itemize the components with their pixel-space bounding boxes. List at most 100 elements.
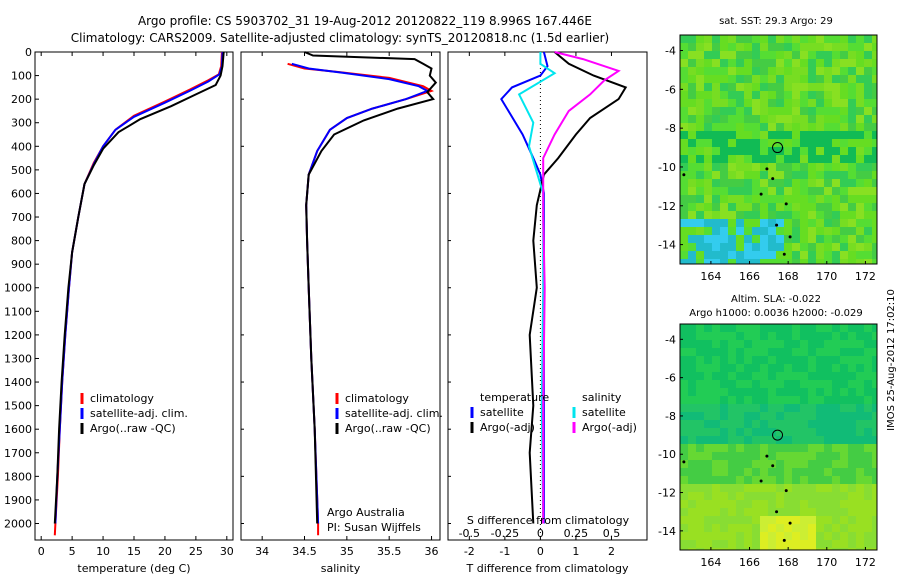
- map-cell: [808, 131, 816, 139]
- map-cell: [784, 380, 792, 388]
- map-cell: [704, 484, 712, 492]
- map-cell: [736, 251, 744, 259]
- map-cell: [840, 340, 848, 348]
- map-cell: [816, 259, 824, 264]
- map-cell: [856, 59, 864, 67]
- map-cell: [816, 500, 824, 508]
- map-cell: [800, 356, 808, 364]
- xtick-label-2-2: 0: [537, 545, 544, 558]
- map-cell: [872, 35, 877, 43]
- legend-label-0-0: climatology: [90, 392, 154, 405]
- map-cell: [800, 364, 808, 372]
- map-cell: [688, 219, 696, 227]
- map-cell: [752, 428, 760, 436]
- map-cell: [720, 364, 728, 372]
- map-cell: [696, 492, 704, 500]
- map-cell: [760, 219, 768, 227]
- map-cell: [704, 524, 712, 532]
- map-cell: [848, 171, 856, 179]
- map-cell: [840, 259, 848, 264]
- map-cell: [832, 155, 840, 163]
- map-cell: [768, 388, 776, 396]
- map-cell: [752, 131, 760, 139]
- map-cell: [856, 83, 864, 91]
- map-cell: [744, 51, 752, 59]
- map-cell: [752, 436, 760, 444]
- map-cell: [752, 404, 760, 412]
- map-cell: [760, 332, 768, 340]
- map-cell: [808, 516, 816, 524]
- map-cell: [736, 227, 744, 235]
- map-cell: [808, 460, 816, 468]
- xtick-label-0-0: 0: [38, 545, 45, 558]
- map-cell: [840, 484, 848, 492]
- island-dot: [782, 538, 786, 542]
- map-cell: [800, 59, 808, 67]
- map-cell: [776, 99, 784, 107]
- map-cell: [680, 548, 688, 550]
- map-cell: [712, 460, 720, 468]
- header-line-1: Argo profile: CS 5903702_31 19-Aug-2012 …: [138, 14, 592, 28]
- map-cell: [872, 468, 877, 476]
- map-cell: [800, 484, 808, 492]
- map-cell: [808, 211, 816, 219]
- map-cell: [816, 91, 824, 99]
- map-cell: [856, 107, 864, 115]
- map-cell: [864, 516, 872, 524]
- ytick-label-15: 1500: [4, 400, 32, 413]
- map-cell: [768, 324, 776, 332]
- map-cell: [776, 500, 784, 508]
- map-cell: [768, 428, 776, 436]
- map-cell: [760, 123, 768, 131]
- map-cell: [848, 380, 856, 388]
- map-cell: [736, 460, 744, 468]
- map-cell: [744, 404, 752, 412]
- map-cell: [832, 235, 840, 243]
- map-cell: [760, 171, 768, 179]
- map-cell: [704, 155, 712, 163]
- map-cell: [744, 356, 752, 364]
- map-cell: [760, 452, 768, 460]
- map-cell: [744, 235, 752, 243]
- map-cell: [864, 155, 872, 163]
- map-cell: [728, 420, 736, 428]
- map-cell: [872, 508, 877, 516]
- map-cell: [784, 532, 792, 540]
- map-cell: [728, 348, 736, 356]
- map-cell: [848, 155, 856, 163]
- map-cell: [832, 484, 840, 492]
- map-cell: [736, 187, 744, 195]
- map-cell: [848, 436, 856, 444]
- map-cell: [864, 91, 872, 99]
- map-cell: [792, 340, 800, 348]
- map-cell: [872, 348, 877, 356]
- map-cell: [736, 123, 744, 131]
- map-cell: [816, 131, 824, 139]
- map-cell: [712, 532, 720, 540]
- map-cell: [872, 179, 877, 187]
- map-xtick-label-1-2: 168: [778, 556, 799, 569]
- map-cell: [800, 332, 808, 340]
- map-cell: [872, 396, 877, 404]
- map-cell: [704, 476, 712, 484]
- map-cell: [688, 187, 696, 195]
- map-cell: [720, 91, 728, 99]
- map-cell: [752, 99, 760, 107]
- map-cell: [752, 227, 760, 235]
- map-cell: [688, 59, 696, 67]
- map-cell: [872, 516, 877, 524]
- map-cell: [752, 532, 760, 540]
- map-cell: [680, 468, 688, 476]
- map-cell: [728, 468, 736, 476]
- map-cell: [728, 540, 736, 548]
- map-cell: [824, 203, 832, 211]
- map-cell: [768, 332, 776, 340]
- map-cell: [696, 179, 704, 187]
- map-cell: [840, 460, 848, 468]
- map-cell: [840, 171, 848, 179]
- map-cell: [848, 476, 856, 484]
- map-cell: [832, 139, 840, 147]
- map-cell: [728, 259, 736, 264]
- map-cell: [816, 171, 824, 179]
- map-cell: [680, 59, 688, 67]
